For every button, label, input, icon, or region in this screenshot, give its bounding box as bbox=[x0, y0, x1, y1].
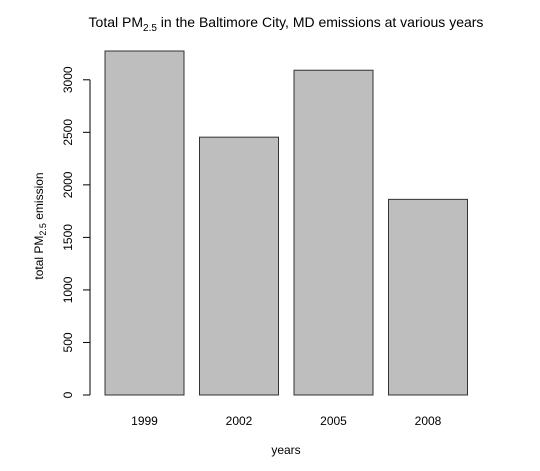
x-tick-label: 1999 bbox=[131, 414, 158, 428]
x-tick-label: 2002 bbox=[226, 414, 253, 428]
y-tick-label: 2000 bbox=[61, 171, 75, 198]
bar-2008 bbox=[388, 198, 468, 396]
y-axis-title-prefix: total PM bbox=[32, 236, 46, 280]
y-tick-label: 2500 bbox=[61, 119, 75, 146]
y-tick-label: 1500 bbox=[61, 224, 75, 251]
y-axis-title-subscript: 2.5 bbox=[38, 223, 48, 236]
chart-title-prefix: Total PM bbox=[89, 14, 143, 30]
bar-1999 bbox=[104, 50, 185, 396]
y-tick-label: 0 bbox=[61, 391, 75, 398]
plot-area bbox=[104, 50, 468, 396]
x-axis-title: years bbox=[271, 443, 300, 457]
chart-title-suffix: in the Baltimore City, MD emissions at v… bbox=[157, 14, 484, 30]
bar-2002 bbox=[199, 136, 279, 396]
y-axis-title: total PM2.5 emission bbox=[32, 172, 48, 279]
x-tick-label: 2008 bbox=[415, 414, 442, 428]
y-tick-label: 1000 bbox=[61, 276, 75, 303]
x-tick-label: 2005 bbox=[320, 414, 347, 428]
y-axis: 0 500 1000 1500 2000 2500 3000 bbox=[61, 66, 91, 398]
y-tick-label: 500 bbox=[61, 332, 75, 352]
bar-2005 bbox=[293, 69, 374, 396]
y-tick-label: 3000 bbox=[61, 66, 75, 93]
chart-title: Total PM2.5 in the Baltimore City, MD em… bbox=[89, 14, 484, 34]
y-axis-title-suffix: emission bbox=[32, 172, 46, 223]
chart-title-subscript: 2.5 bbox=[143, 23, 157, 34]
x-axis-labels: 1999 2002 2005 2008 bbox=[131, 414, 442, 428]
